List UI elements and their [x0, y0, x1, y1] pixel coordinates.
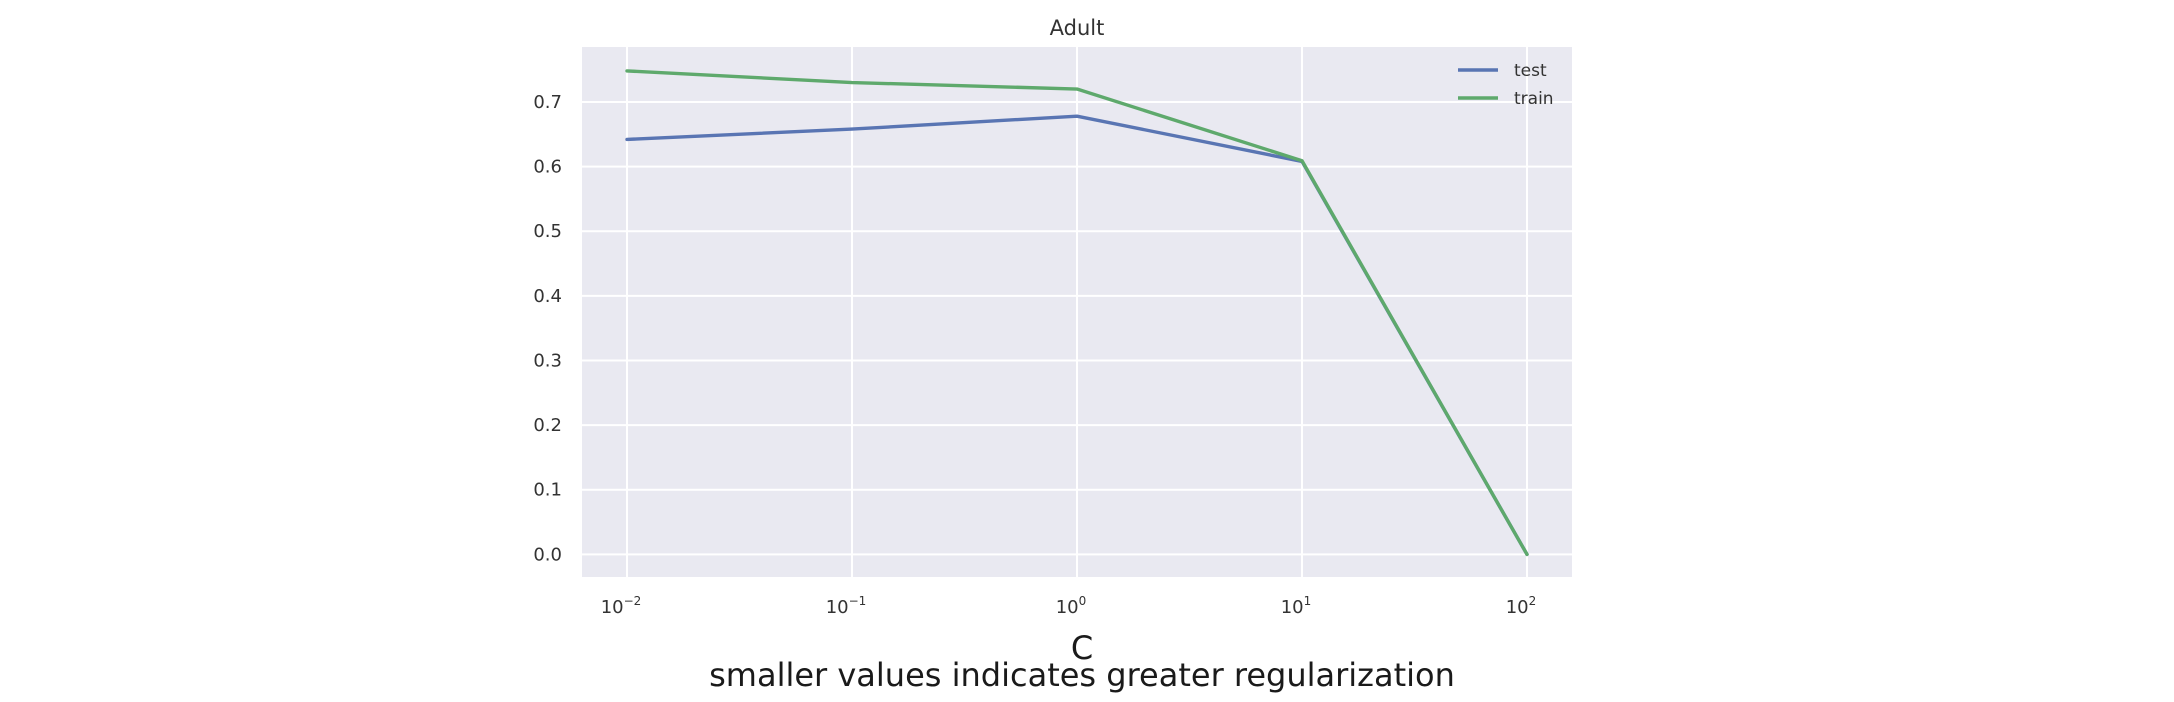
x-tick-label: 10−2 [601, 594, 642, 618]
x-tick-exponent: −1 [849, 594, 867, 608]
series-line-train [625, 69, 1529, 557]
series-lines [625, 69, 1529, 557]
x-axis-sublabel: smaller values indicates greater regular… [709, 656, 1455, 694]
x-tick-exponent: −2 [624, 594, 642, 608]
legend-label-train: train [1514, 89, 1554, 109]
legend-label-test: test [1514, 61, 1547, 81]
legend: test train [1458, 61, 1554, 109]
x-tick-base: 10 [601, 597, 624, 618]
x-tick-label: 101 [1281, 594, 1312, 618]
x-tick-exponent: 2 [1529, 594, 1537, 608]
x-tick-base: 10 [1506, 597, 1529, 618]
x-tick-label: 102 [1506, 594, 1537, 618]
x-tick-base: 10 [1281, 597, 1304, 618]
x-tick-labels: 10−2 10−1 100 101 102 [601, 594, 1537, 618]
x-tick-exponent: 1 [1304, 594, 1312, 608]
x-tick-exponent: 0 [1079, 594, 1087, 608]
y-tick-label: 0.0 [533, 544, 562, 565]
y-tick-label: 0.4 [533, 286, 562, 307]
x-tick-label: 10−1 [826, 594, 867, 618]
y-tick-label: 0.5 [533, 221, 562, 242]
x-tick-base: 10 [1056, 597, 1079, 618]
y-tick-label: 0.1 [533, 480, 562, 501]
grid [582, 47, 1572, 577]
y-tick-label: 0.3 [533, 350, 562, 371]
x-axis-label: C [1071, 629, 1093, 667]
y-tick-label: 0.2 [533, 415, 562, 436]
y-tick-label: 0.7 [533, 92, 562, 113]
y-tick-labels: 0.0 0.1 0.2 0.3 0.4 0.5 0.6 0.7 [533, 92, 562, 565]
y-tick-label: 0.6 [533, 157, 562, 178]
x-tick-label: 100 [1056, 594, 1087, 618]
chart-title: Adult [1050, 16, 1105, 40]
x-tick-base: 10 [826, 597, 849, 618]
